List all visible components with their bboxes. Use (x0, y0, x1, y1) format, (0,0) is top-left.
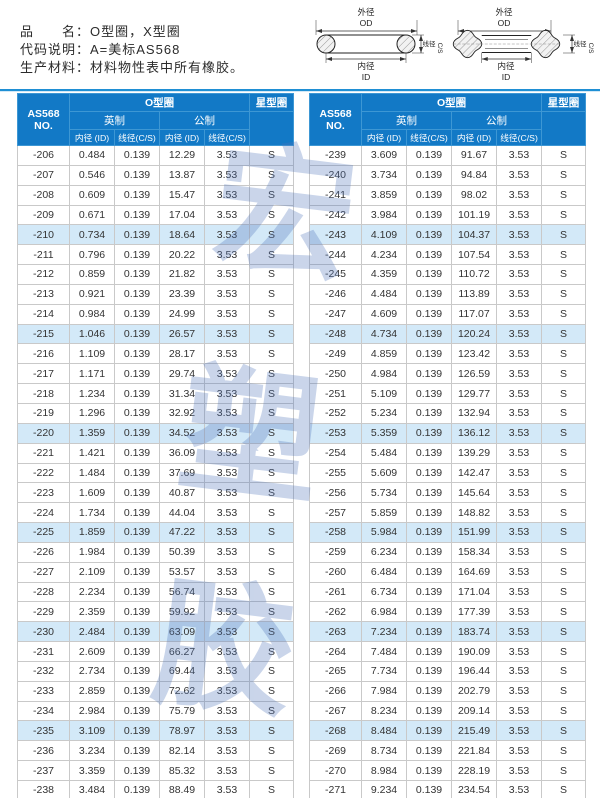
svg-text:外径: 外径 (495, 7, 513, 17)
svg-text:线径: 线径 (423, 39, 437, 48)
svg-text:C/S: C/S (587, 43, 594, 55)
svg-text:ID: ID (502, 72, 511, 82)
svg-text:外径: 外径 (357, 7, 375, 17)
svg-text:内径: 内径 (357, 61, 375, 71)
svg-text:OD: OD (360, 18, 373, 28)
svg-text:ID: ID (362, 72, 371, 82)
svg-text:C/S: C/S (436, 43, 443, 55)
svg-text:线径: 线径 (574, 39, 588, 48)
svg-text:内径: 内径 (497, 61, 515, 71)
svg-text:OD: OD (498, 18, 511, 28)
